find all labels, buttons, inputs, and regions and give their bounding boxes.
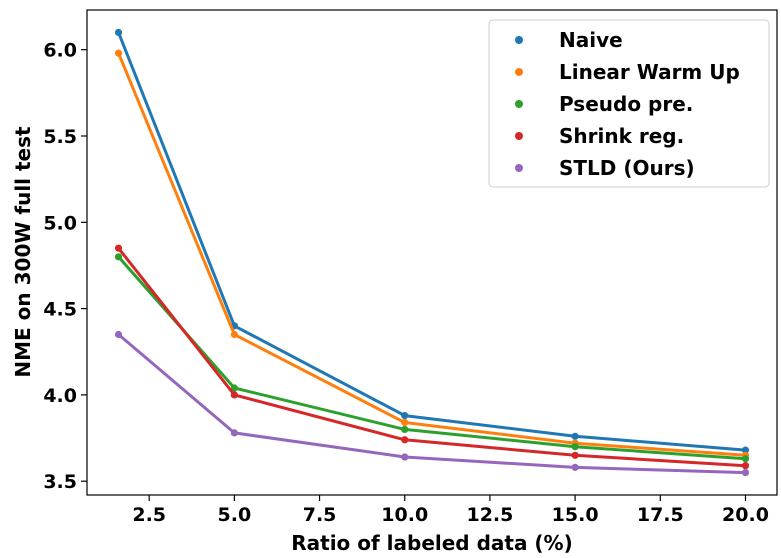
legend-label: Pseudo pre. <box>559 92 693 116</box>
legend-marker <box>515 68 523 76</box>
x-axis-title: Ratio of labeled data (%) <box>291 531 573 555</box>
data-point <box>741 455 750 463</box>
plot-frame <box>86 9 778 496</box>
data-point <box>401 425 409 434</box>
data-point <box>401 453 409 461</box>
legend-label: Naive <box>559 28 623 52</box>
data-point <box>114 49 123 57</box>
y-tick-label: 6.0 <box>43 40 77 62</box>
x-tick-label: 15.0 <box>552 504 599 526</box>
y-tick-label: 4.0 <box>43 385 77 407</box>
y-axis-title: NME on 300W full test <box>11 126 35 378</box>
data-point <box>114 244 123 252</box>
data-point <box>114 28 123 37</box>
x-tick-label: 17.5 <box>637 504 684 526</box>
data-point <box>230 330 238 339</box>
data-point <box>401 436 409 444</box>
legend: Naive Linear Warm Up Pseudo pre. Shrink reg… <box>488 19 770 188</box>
x-tick-label: 10.0 <box>381 504 428 526</box>
legend-marker <box>515 132 523 140</box>
legend-box <box>488 19 770 188</box>
x-tick-label: 5.0 <box>218 504 252 526</box>
data-point <box>741 446 750 454</box>
legend-marker <box>515 36 523 44</box>
legend-marker <box>515 164 523 172</box>
data-point <box>571 463 579 471</box>
x-axis: 2.5 5.0 7.5 10.0 12.5 15.0 17.5 20.0 <box>132 495 769 526</box>
data-point <box>230 391 238 399</box>
data-point <box>114 253 123 261</box>
series-layer <box>114 28 750 477</box>
y-tick-label: 3.5 <box>43 471 77 493</box>
data-point <box>230 429 238 437</box>
y-tick-label: 5.0 <box>43 212 77 234</box>
x-tick-label: 2.5 <box>132 504 166 526</box>
legend-label: Linear Warm Up <box>559 60 740 84</box>
y-tick-label: 4.5 <box>43 299 77 321</box>
y-tick-label: 5.5 <box>43 126 77 148</box>
data-point <box>230 384 238 392</box>
data-point <box>741 462 750 470</box>
y-axis: 3.5 4.0 4.5 5.0 5.5 6.0 <box>43 40 87 493</box>
legend-label: STLD (Ours) <box>559 156 695 180</box>
data-point <box>571 443 579 451</box>
series-line <box>117 255 746 461</box>
data-point <box>571 432 579 440</box>
data-point <box>114 330 123 339</box>
data-point <box>741 468 750 477</box>
legend-marker <box>515 100 523 108</box>
x-tick-label: 20.0 <box>722 504 769 526</box>
legend-label: Shrink reg. <box>559 124 684 148</box>
data-point <box>401 418 409 427</box>
data-point <box>571 451 579 459</box>
data-point <box>401 412 409 420</box>
x-tick-label: 12.5 <box>466 504 513 526</box>
x-tick-label: 7.5 <box>303 504 337 526</box>
